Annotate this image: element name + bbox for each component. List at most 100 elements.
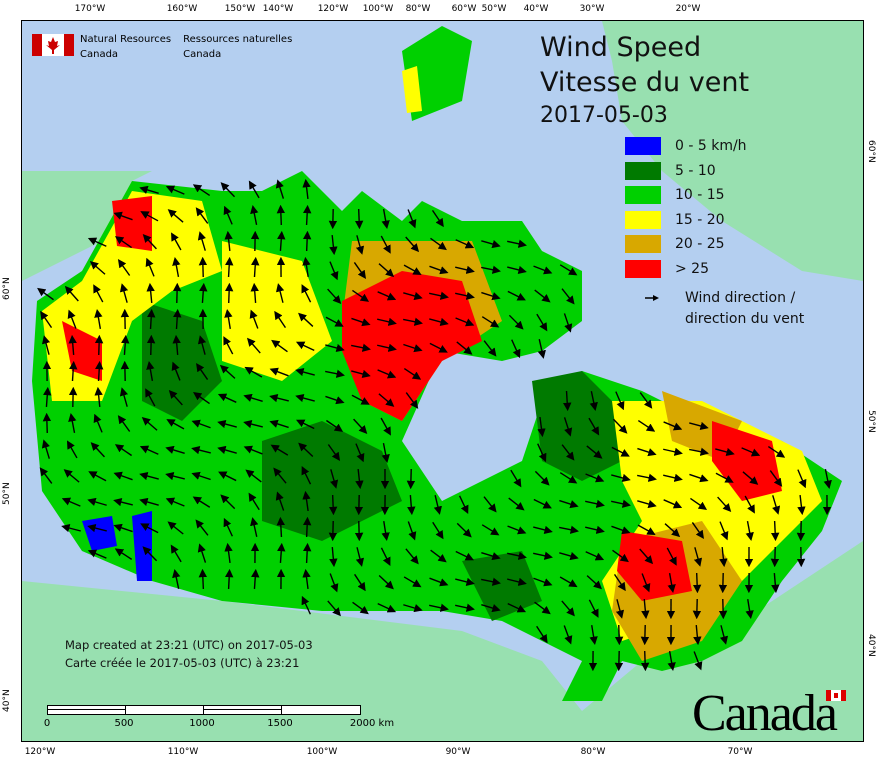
wind-arrow <box>664 523 681 538</box>
wind-arrow <box>90 442 105 458</box>
legend-item: 10 - 15 <box>625 183 747 208</box>
created-fr: Carte créée le 2017-05-03 (UTC) à 23:21 <box>65 656 300 670</box>
wind-arrow <box>220 494 236 510</box>
wind-arrow <box>302 516 312 538</box>
scale-label: 1500 <box>267 718 293 729</box>
axis-label-bottom: 90°W <box>445 747 471 757</box>
legend-swatch <box>625 235 661 254</box>
wind-arrow <box>455 603 475 612</box>
wind-arrow <box>197 335 207 355</box>
wind-arrow <box>377 343 397 352</box>
axis-label-bottom: 70°W <box>727 747 753 757</box>
wind-arrow <box>302 256 311 278</box>
wind-arrow <box>378 263 395 278</box>
axis-label-top: 100°W <box>362 4 394 14</box>
axis-label-top: 120°W <box>317 4 349 14</box>
wind-arrow <box>533 551 553 560</box>
title-en: Wind Speed <box>540 32 702 63</box>
wind-arrow <box>563 417 573 437</box>
wind-arrow <box>585 525 605 534</box>
land-background <box>22 21 863 741</box>
wind-arrow <box>611 446 630 457</box>
legend-swatch <box>625 161 661 180</box>
wind-arrow <box>381 209 390 230</box>
wind-arrow <box>693 651 703 671</box>
axis-label-right: 40°N <box>866 634 876 657</box>
wind-arrow <box>403 317 423 326</box>
wind-arrow <box>537 443 547 463</box>
wind-arrow <box>455 550 475 561</box>
wind-arrow <box>405 236 420 253</box>
wind-arrow <box>302 230 312 252</box>
wind-arrow <box>269 367 289 377</box>
wind-arrow-icon <box>645 295 659 301</box>
wind-arrow <box>275 491 285 511</box>
wind-arrow <box>325 395 345 405</box>
wind-arrow <box>693 547 703 567</box>
wind-arrow <box>455 239 475 249</box>
wind-arrow <box>563 313 573 333</box>
wind-arrow <box>172 334 181 356</box>
wind-arrow <box>224 542 233 564</box>
wind-direction-arrows <box>37 178 832 672</box>
axis-label-top: 20°W <box>675 4 701 14</box>
wind-arrow <box>403 343 423 353</box>
wind-arrow <box>508 314 524 330</box>
wind-arrow <box>507 265 527 275</box>
wind-arrow <box>455 577 475 586</box>
wind-arrow <box>456 341 473 355</box>
wind-arrow <box>171 361 181 381</box>
scale-label: 2000 km <box>349 718 395 729</box>
wind-arrow <box>168 389 183 406</box>
wind-arrow <box>140 523 159 534</box>
wind-arrow <box>68 334 77 356</box>
wind-arrow <box>139 185 159 194</box>
wind-arrow <box>430 549 447 563</box>
wind-arrow <box>613 573 626 592</box>
wind-arrow <box>302 568 311 590</box>
wind-arrow <box>744 495 755 514</box>
legend: 0 - 5 km/h 5 - 10 10 - 15 15 - 20 20 - 25 > 2… <box>625 134 747 281</box>
wind-direction-en: Wind direction / <box>685 290 796 306</box>
wind-arrow <box>663 447 683 456</box>
wind-arrow <box>198 568 208 590</box>
wind-arrow <box>302 178 311 200</box>
wind-arrow <box>93 284 104 303</box>
wind-arrow <box>377 291 397 301</box>
wind-arrow <box>251 256 260 278</box>
wind-arrow <box>615 599 625 619</box>
wind-arrow <box>637 524 656 535</box>
wind-arrow <box>507 525 527 535</box>
wind-arrow <box>87 523 107 533</box>
wind-arrow <box>87 549 107 559</box>
axis-label-right: 50°N <box>866 410 876 433</box>
wind-arrow <box>380 547 391 566</box>
wind-arrow <box>192 496 211 508</box>
wind-arrow <box>481 604 501 613</box>
wind-arrow <box>295 341 315 352</box>
nrcan-signature: Natural Resources Canada Ressources natur… <box>32 32 292 62</box>
canada-flag-icon <box>32 34 74 56</box>
wind-arrow <box>329 546 338 568</box>
wind-arrow <box>481 291 501 301</box>
creation-note: Map created at 23:21 (UTC) on 2017-05-03… <box>65 636 313 672</box>
wind-arrow <box>277 542 286 564</box>
wind-arrow <box>405 392 419 409</box>
wind-arrow <box>534 289 551 303</box>
wind-arrow <box>325 316 344 327</box>
wind-arrow <box>589 624 598 646</box>
wind-arrow <box>534 470 550 486</box>
wind-arrow <box>327 444 341 461</box>
wind-arrow <box>429 603 449 612</box>
wind-arrow <box>275 283 285 303</box>
wind-arrow <box>767 445 786 458</box>
legend-swatch <box>625 186 661 205</box>
wind-arrow <box>534 601 551 615</box>
wind-arrow <box>170 544 182 563</box>
wind-arrow <box>171 232 182 251</box>
scale-label: 500 <box>114 718 134 729</box>
wind-arrow <box>403 576 422 588</box>
wind-arrow <box>220 182 236 198</box>
wind-arrow <box>167 209 184 223</box>
wind-arrow <box>377 603 397 613</box>
